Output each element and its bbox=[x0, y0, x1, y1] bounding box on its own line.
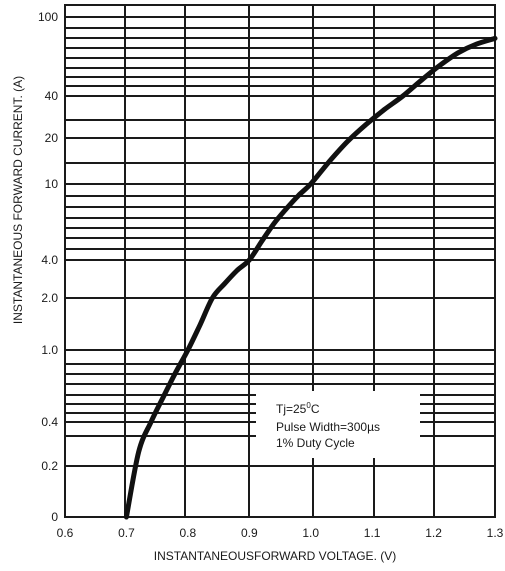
x-tick-label: 1.2 bbox=[425, 526, 442, 540]
x-tick-label: 1.0 bbox=[302, 526, 319, 540]
x-tick-label: 0.6 bbox=[57, 526, 74, 540]
x-axis-label: INSTANTANEOUSFORWARD VOLTAGE. (V) bbox=[154, 549, 396, 563]
x-tick-label: 1.1 bbox=[364, 526, 381, 540]
x-tick-label: 0.8 bbox=[180, 526, 197, 540]
annotation-box: Tj=250C Pulse Width=300µs 1% Duty Cycle bbox=[256, 391, 420, 458]
y-tick-label: 1.0 bbox=[41, 343, 58, 357]
y-tick-label: 2.0 bbox=[41, 291, 58, 305]
y-tick-label: 40 bbox=[45, 89, 59, 103]
chart-grid bbox=[65, 5, 495, 517]
x-tick-label: 0.7 bbox=[118, 526, 135, 540]
y-tick-label: 4.0 bbox=[41, 253, 58, 267]
y-tick-label: 100 bbox=[38, 10, 58, 24]
y-tick-label: 0.4 bbox=[41, 415, 58, 429]
x-tick-label: 0.9 bbox=[241, 526, 258, 540]
x-tick-labels: 0.6 0.7 0.8 0.9 1.0 1.1 1.2 1.3 bbox=[57, 526, 504, 540]
forward-current-curve bbox=[123, 35, 498, 520]
annotation-temperature: Tj=250C bbox=[276, 401, 320, 416]
x-tick-label: 1.3 bbox=[487, 526, 504, 540]
annotation-duty-cycle: 1% Duty Cycle bbox=[276, 436, 355, 450]
y-tick-label: 20 bbox=[45, 131, 59, 145]
plot-frame bbox=[64, 4, 496, 518]
y-axis-label: INSTANTANEOUS FORWARD CURRENT. (A) bbox=[11, 76, 25, 324]
y-tick-label: 0 bbox=[51, 510, 58, 524]
y-tick-label: 0.2 bbox=[41, 459, 58, 473]
y-tick-label: 10 bbox=[45, 177, 59, 191]
annotation-pulse-width: Pulse Width=300µs bbox=[276, 420, 380, 434]
y-tick-labels: 0 0.2 0.4 1.0 2.0 4.0 10 20 40 100 bbox=[38, 10, 58, 524]
